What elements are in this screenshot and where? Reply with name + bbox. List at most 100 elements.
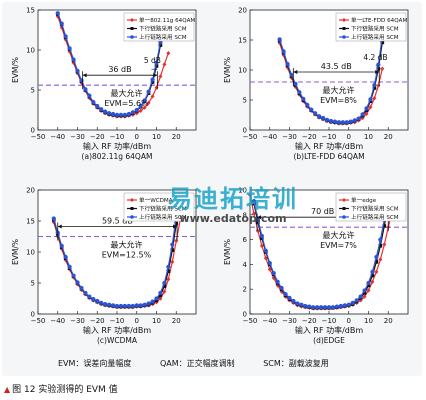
x-tick-label: −10 (110, 317, 125, 325)
threshold-title: 最大允许 (322, 230, 354, 240)
x-tick-label: −20 (302, 317, 317, 325)
data-point (71, 60, 76, 65)
abbr-evm: EVM：误差向量幅度 (58, 359, 132, 368)
data-point (158, 43, 163, 47)
data-point (332, 119, 338, 124)
data-point (146, 100, 151, 105)
data-point (166, 269, 171, 274)
data-point (374, 260, 379, 264)
y-tick-label: 6 (243, 236, 248, 244)
x-tick-label: 20 (384, 133, 393, 141)
y-tick-label: 10 (26, 249, 35, 257)
arrowhead (82, 73, 87, 78)
data-point (71, 57, 76, 62)
data-point (362, 288, 367, 293)
legend-marker (342, 198, 346, 202)
x-tick-label: −30 (70, 317, 85, 325)
y-tick-label: 8 (243, 211, 247, 219)
data-point (122, 112, 127, 117)
data-point (154, 60, 159, 65)
data-point (134, 107, 139, 113)
y-tick-label: 2 (243, 286, 247, 294)
data-point (142, 302, 147, 307)
data-point (259, 243, 264, 248)
data-point (311, 305, 316, 310)
data-point (317, 114, 322, 119)
y-tick-label: 5 (243, 97, 247, 105)
arrowhead (375, 70, 380, 74)
y-tick-label: 20 (238, 7, 247, 15)
data-point (263, 248, 268, 253)
data-point (103, 109, 108, 114)
legend-marker (130, 18, 134, 22)
x-tick-label: 20 (172, 317, 181, 325)
data-point (87, 93, 92, 98)
data-point (170, 259, 175, 265)
data-point (322, 305, 328, 310)
data-point (295, 301, 300, 306)
dynamic-range-label: 70 dB (311, 207, 334, 216)
data-point (368, 105, 373, 110)
chart-panel-2: −50 −40 −30 −20 −10 0 10 20 0 5 10 15 20 输入 RF 功率/dBm… (223, 7, 409, 161)
data-point (142, 105, 147, 110)
x-tick-label: 20 (384, 317, 393, 325)
data-point (110, 111, 116, 117)
watermark: 易迪拓培训 www.edatop.com (168, 186, 298, 225)
data-point (174, 221, 179, 226)
x-tick-label: −50 (31, 133, 46, 141)
data-point (378, 257, 383, 262)
arrowhead (57, 224, 62, 229)
chart-panel-3: −50 −40 −30 −20 −10 0 10 20 0 5 10 15 20 输入 RF 功率/dBm… (11, 187, 197, 345)
data-point (362, 291, 367, 295)
y-tick-label: 10 (238, 187, 247, 195)
watermark-url: www.edatop.com (179, 212, 287, 225)
data-point (162, 62, 167, 67)
data-point (289, 72, 294, 77)
threshold-value: EVM=7% (320, 241, 357, 250)
x-tick-label: 0 (347, 317, 351, 325)
caption-text: 图 12 实验测得的 EVM 值 (12, 385, 118, 395)
data-point (114, 112, 120, 117)
data-point (162, 280, 167, 286)
data-point (336, 120, 341, 125)
data-point (134, 303, 139, 308)
data-point (279, 285, 284, 291)
data-point (158, 293, 163, 298)
data-point (368, 97, 373, 102)
data-point (324, 117, 330, 122)
data-point (303, 303, 308, 309)
legend-box (335, 192, 407, 222)
data-point (372, 86, 377, 90)
threshold-title: 最大允许 (110, 240, 142, 250)
data-point (277, 37, 282, 42)
data-point (99, 107, 104, 112)
data-point (87, 294, 92, 299)
x-axis-label: 输入 RF 功率/dBm (295, 325, 364, 335)
dynamic-range-label: 43.5 dB (321, 62, 352, 71)
x-tick-label: 10 (364, 133, 373, 141)
data-point (328, 118, 334, 124)
data-point (356, 116, 361, 121)
legend-entry: 上行链路采用 SCM (139, 213, 187, 221)
data-point (146, 301, 151, 306)
data-point (338, 303, 343, 309)
data-point (150, 94, 155, 99)
data-point (350, 300, 355, 305)
data-point (107, 111, 112, 116)
data-point (83, 290, 88, 296)
data-point (138, 108, 143, 113)
data-point (370, 269, 375, 274)
data-point (370, 279, 375, 284)
legend-marker (130, 27, 134, 30)
data-point (352, 118, 357, 123)
data-point (301, 96, 306, 101)
data-point (154, 296, 159, 301)
x-tick-label: 0 (135, 317, 139, 325)
y-axis-label: EVM/% (223, 239, 232, 265)
data-point (305, 102, 310, 107)
data-point (63, 254, 68, 260)
threshold-value: EVM=8% (320, 96, 357, 105)
data-point (174, 238, 179, 244)
x-tick-label: −30 (282, 317, 297, 325)
legend-marker (342, 215, 346, 219)
